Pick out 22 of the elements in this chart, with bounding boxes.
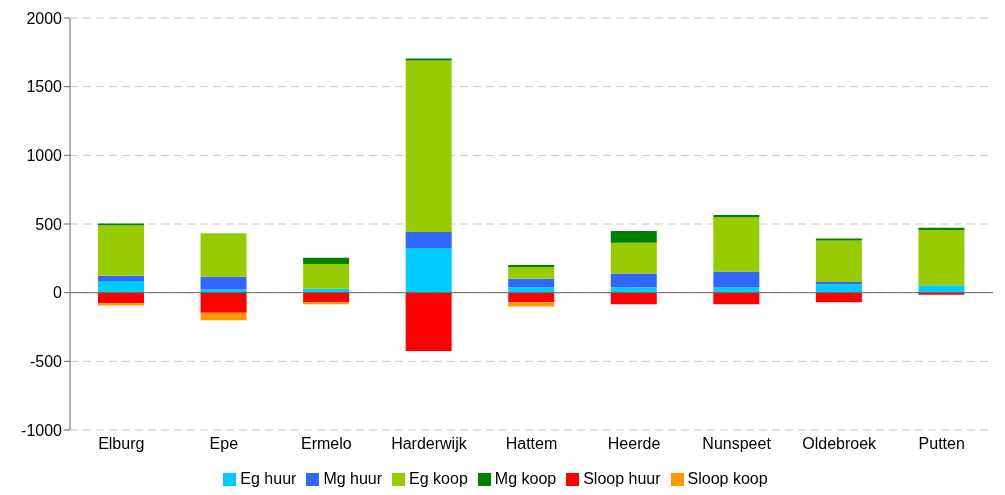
y-tick-label: 500 bbox=[35, 215, 63, 233]
y-tick-label: -1000 bbox=[21, 421, 63, 439]
legend-label: Sloop huur bbox=[583, 470, 661, 487]
legend-label: Eg huur bbox=[240, 470, 297, 487]
y-tick-label: 1500 bbox=[26, 78, 63, 96]
x-tick-label: Harderwijk bbox=[391, 435, 468, 453]
x-tick-label: Ermelo bbox=[301, 435, 352, 453]
y-tick-label: 1000 bbox=[26, 147, 63, 165]
y-tick-label: 2000 bbox=[26, 9, 63, 27]
y-tick-label: 0 bbox=[53, 284, 63, 302]
x-tick-label: Nunspeet bbox=[702, 435, 772, 453]
legend-label: Mg koop bbox=[494, 470, 557, 487]
x-tick-label: Hattem bbox=[505, 435, 558, 453]
x-tick-label: Elburg bbox=[98, 435, 145, 453]
legend-label: Sloop koop bbox=[687, 470, 768, 487]
x-tick-label: Putten bbox=[918, 435, 965, 453]
y-tick-label: -500 bbox=[29, 353, 63, 371]
x-tick-label: Epe bbox=[209, 435, 239, 453]
x-tick-label: Oldebroek bbox=[802, 435, 878, 453]
legend-label: Mg huur bbox=[323, 470, 383, 487]
x-tick-label: Heerde bbox=[607, 435, 661, 453]
legend-label: Eg koop bbox=[409, 470, 468, 487]
